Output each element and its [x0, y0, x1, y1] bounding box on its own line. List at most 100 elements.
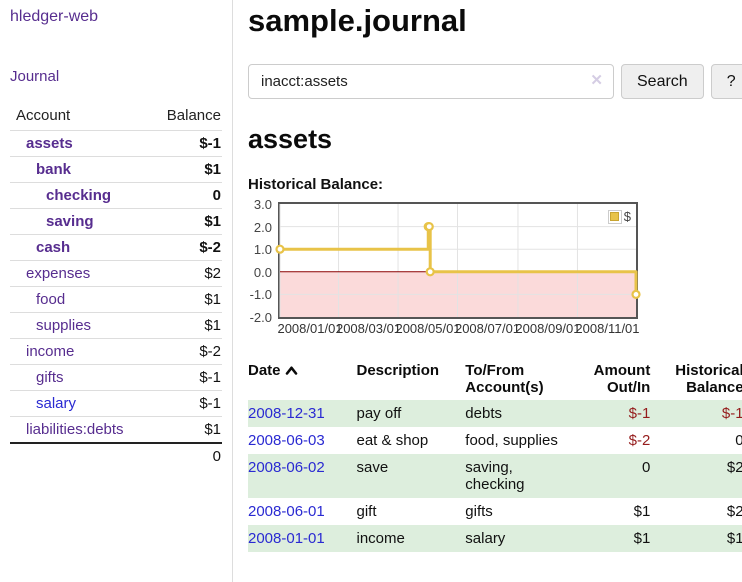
transaction-description: pay off	[348, 400, 458, 427]
account-link[interactable]: salary	[36, 395, 77, 412]
transaction-date-link[interactable]: 2008-06-01	[248, 503, 325, 520]
register-column-date[interactable]: Date	[248, 358, 349, 400]
transaction-date-link[interactable]: 2008-12-31	[248, 405, 325, 422]
account-title: assets	[248, 124, 333, 154]
transaction-date-link[interactable]: 2008-06-02	[248, 459, 325, 476]
transaction-balance: $2	[658, 454, 742, 498]
register-column-accounts: To/From Account(s)	[465, 362, 544, 396]
transaction-balance: 0	[735, 432, 742, 449]
transaction-accounts: salary	[457, 525, 579, 552]
account-row: checking 0	[10, 182, 222, 209]
transaction-date: 2008-01-01	[248, 525, 349, 552]
transaction-description: income	[348, 525, 458, 552]
register-table: Date Description To/From Account(s) Amou…	[248, 358, 742, 552]
transaction-date-link[interactable]: 2008-01-01	[248, 530, 325, 547]
transaction-accounts: food, supplies	[465, 432, 558, 449]
account-balance: $1	[147, 286, 222, 313]
account-link[interactable]: cash	[36, 239, 71, 256]
search-button[interactable]: Search	[621, 64, 704, 99]
accounts-column-balance: Balance	[166, 107, 221, 124]
account-link[interactable]: income	[26, 343, 75, 360]
chart-legend: $	[607, 209, 631, 224]
x-axis-tick-label: 2008/09/01	[515, 321, 581, 336]
y-axis-tick-label: -1.0	[249, 287, 272, 303]
account-row: cash $-2	[10, 234, 222, 261]
transaction-amount: $-1	[578, 400, 659, 427]
balance-chart: 3.0 2.0 1.0 0.0 -1.0 -2.0 $ 2008/01/01 2008/03…	[248, 197, 641, 338]
account-row: gifts $-1	[10, 364, 222, 391]
account-link[interactable]: expenses	[26, 265, 91, 282]
transaction-accounts: debts	[457, 400, 579, 427]
transaction-row: 2008-12-31 pay off debts $-1 $-1	[248, 400, 742, 427]
transaction-row: 2008-01-01 income salary $1 $1	[248, 525, 742, 552]
account-row: bank $1	[10, 156, 222, 183]
balance-chart-canvas	[275, 204, 641, 317]
accounts-total-spacer	[10, 442, 148, 469]
account-balance: $-1	[147, 130, 222, 157]
search-form: ✕ Search ?	[248, 64, 742, 99]
register-column-description: Description	[356, 362, 440, 379]
transaction-balance: $-1	[658, 400, 742, 427]
account-row: supplies $1	[10, 312, 222, 339]
y-axis-tick-label: 2.0	[253, 219, 272, 235]
sidebar-item-journal[interactable]: Journal	[10, 68, 60, 85]
account-balance: $1	[147, 312, 222, 339]
transaction-row: 2008-06-01 gift gifts $1 $2	[248, 498, 742, 525]
account-balance: $2	[147, 260, 222, 287]
account-balance: $-2	[147, 338, 222, 365]
accounts-table: Account Balance assets $-1 bank $1 checking 0…	[10, 103, 222, 469]
clear-search-icon[interactable]: ✕	[590, 72, 603, 89]
account-link[interactable]: assets	[26, 135, 73, 152]
account-row: liabilities:debts $1	[10, 416, 222, 443]
account-row: saving $1	[10, 208, 222, 235]
account-balance: $1	[147, 416, 222, 443]
accounts-header-row: Account Balance	[10, 103, 222, 131]
legend-swatch-icon	[607, 209, 622, 224]
accounts-column-account: Account	[16, 107, 71, 124]
account-link[interactable]: supplies	[36, 317, 92, 334]
transaction-balance: $2	[726, 503, 742, 520]
help-button[interactable]: ?	[710, 64, 742, 99]
account-link[interactable]: saving	[46, 213, 94, 230]
historical-balance-label: Historical Balance:	[248, 176, 384, 193]
transaction-description: gift	[356, 503, 377, 520]
x-axis-tick-label: 2008/07/01	[454, 321, 521, 336]
account-link[interactable]: liabilities:debts	[26, 421, 124, 438]
y-axis-tick-label: -2.0	[249, 310, 272, 325]
account-link[interactable]: checking	[46, 187, 112, 204]
transaction-row: 2008-06-03 eat & shop food, supplies $-2 0	[248, 427, 742, 454]
register-column-amount: Amount Out/In	[593, 362, 651, 396]
transaction-description: save	[348, 454, 458, 498]
accounts-total-value: 0	[147, 442, 222, 469]
search-input[interactable]	[248, 64, 614, 99]
sort-ascending-icon	[285, 362, 298, 379]
page-title: sample.journal	[248, 3, 467, 38]
transaction-amount: $1	[578, 525, 659, 552]
account-row: assets $-1	[10, 130, 222, 157]
account-link[interactable]: bank	[36, 161, 72, 178]
transaction-date: 2008-06-01	[248, 498, 349, 525]
app-title-link[interactable]: hledger-web	[10, 8, 99, 25]
account-balance: $-1	[147, 390, 222, 417]
account-link[interactable]: food	[36, 291, 66, 308]
account-balance: $1	[147, 156, 222, 183]
account-balance: $1	[147, 208, 222, 235]
account-row: salary $-1	[10, 390, 222, 417]
transaction-balance: $1	[658, 525, 742, 552]
transaction-date-link[interactable]: 2008-06-03	[248, 432, 325, 449]
transaction-amount: $-2	[628, 432, 651, 449]
sidebar: hledger-web Journal Account Balance asse…	[0, 0, 233, 582]
transaction-accounts: saving, checking	[457, 454, 579, 498]
x-axis-tick-label: 2008/05/01	[395, 321, 461, 336]
transaction-date: 2008-06-03	[248, 427, 349, 454]
transaction-row: 2008-06-02 save saving, checking 0 $2	[248, 454, 742, 498]
chart-plot-area: $	[275, 202, 641, 319]
main-content: sample.journal ✕ Search ? assets Histori…	[233, 0, 742, 582]
account-link[interactable]: gifts	[36, 369, 64, 386]
y-axis-tick-label: 1.0	[253, 242, 272, 258]
accounts-total-row: 0	[10, 442, 222, 469]
transaction-amount: 0	[578, 454, 659, 498]
account-balance: 0	[147, 182, 222, 209]
chart-x-axis: 2008/01/01 2008/03/01 2008/05/01 2008/07/01…	[277, 321, 666, 338]
